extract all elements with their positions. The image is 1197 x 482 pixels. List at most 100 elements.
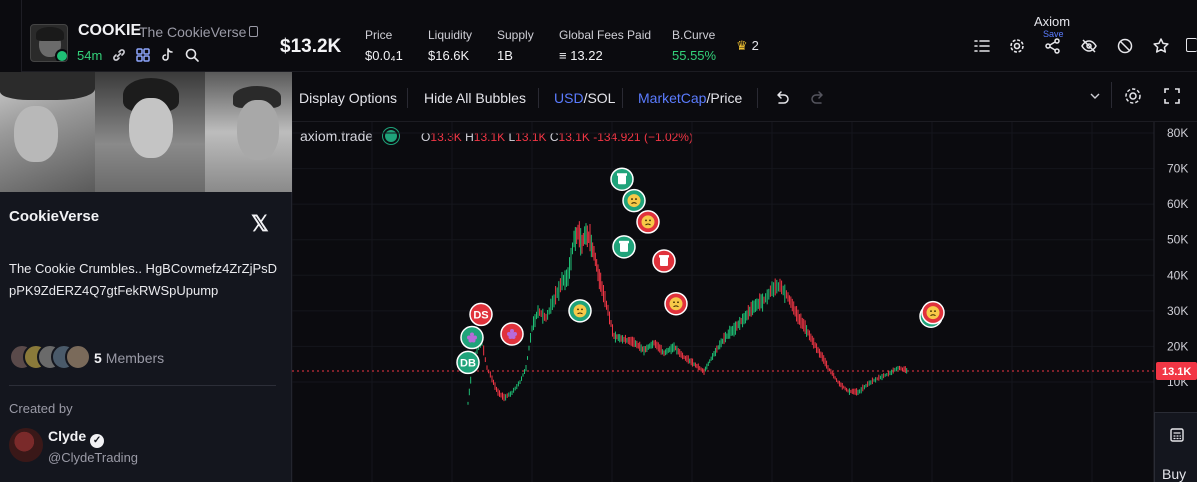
x-logo-icon[interactable]: 𝕏 [251, 211, 269, 236]
banner-photo [0, 72, 95, 192]
creator-handle[interactable]: @ClydeTrading [48, 450, 139, 465]
emoji-mouth [577, 312, 583, 315]
crown-count[interactable]: ♛ 2 [736, 38, 759, 54]
eye-off-icon[interactable] [1080, 37, 1098, 55]
y-tick-label: 20K [1167, 339, 1188, 353]
banner-photo [95, 72, 205, 192]
share-icon[interactable] [1044, 37, 1062, 55]
price-option[interactable]: /Price [706, 90, 743, 106]
redo-icon[interactable] [809, 89, 827, 107]
members-count: 5 [94, 350, 102, 366]
star-icon[interactable] [1152, 37, 1170, 55]
trade-bubble-label: DB [460, 357, 476, 369]
emoji-eye [577, 308, 579, 311]
emoji-face-icon [573, 304, 587, 318]
cup-lid [619, 240, 629, 244]
ohlc-label: C [549, 130, 559, 144]
grape-icon [470, 332, 474, 337]
hide-bubbles-button[interactable]: Hide All Bubbles [424, 90, 526, 106]
grape-icon [470, 335, 474, 340]
grape-icon [511, 334, 516, 339]
cup-lid [617, 173, 627, 176]
emoji-eye [930, 310, 932, 313]
trade-bubble-label: DS [473, 309, 488, 321]
emoji-face-icon [627, 194, 641, 208]
calculator-icon[interactable] [1169, 427, 1185, 443]
emoji-eye [649, 219, 651, 222]
cup-icon [618, 175, 626, 185]
copy-icon[interactable] [249, 26, 258, 37]
toolbar-separator [757, 88, 758, 108]
cup-lid [659, 255, 669, 258]
y-tick-label: 40K [1167, 268, 1188, 282]
grape-icon [473, 335, 477, 340]
currency-toggle[interactable]: USD/SOL [554, 90, 615, 106]
grape-icon [510, 331, 514, 336]
token-avatar-hair [36, 27, 64, 41]
members-label: Members [105, 350, 165, 366]
sol-option[interactable]: /SOL [583, 90, 616, 106]
list-settings-icon[interactable] [973, 37, 991, 55]
current-price-tag [1156, 361, 1197, 380]
creator-name-text: Clyde [48, 428, 87, 444]
y-tick-label: 70K [1167, 162, 1188, 176]
buy-tab[interactable]: Buy [1162, 466, 1187, 482]
link-icon[interactable] [111, 47, 127, 63]
chart-source: axiom.trade [300, 128, 374, 144]
creator-name[interactable]: Clyde ✓ [48, 428, 105, 448]
token-avatar[interactable] [30, 24, 68, 62]
emoji-mouth [930, 314, 936, 317]
y-tick-label: 60K [1167, 197, 1188, 211]
community-title: CookieVerse [9, 208, 100, 225]
stat-label: Supply [497, 28, 534, 42]
alert-off-icon[interactable] [1116, 37, 1134, 55]
search-icon[interactable] [184, 47, 200, 63]
top-header: COOKIE The CookieVerse 54m $13.2K Price … [0, 0, 1197, 72]
layout-save[interactable]: Save [1043, 29, 1064, 39]
emoji-eye [673, 301, 675, 304]
display-options-button[interactable]: Display Options [299, 90, 398, 106]
emoji-face-icon [926, 306, 940, 320]
community-icon[interactable] [135, 47, 151, 63]
left-strip [0, 0, 22, 72]
emoji-eye [631, 198, 633, 200]
token-name[interactable]: The CookieVerse [139, 24, 247, 40]
emoji-eye [934, 310, 936, 313]
y-tick-label: 30K [1167, 304, 1188, 318]
marketcap-option[interactable]: MarketCap [638, 90, 707, 106]
token-status-badge [55, 49, 67, 61]
toolbar-separator [622, 88, 623, 108]
created-by-label: Created by [9, 401, 73, 416]
tiktok-icon[interactable] [159, 47, 175, 63]
cup-icon [660, 257, 668, 267]
layout-name[interactable]: Axiom [1034, 14, 1071, 29]
chart-settings-icon[interactable] [1123, 86, 1143, 106]
price-chart[interactable]: axiom.trade O13.3K H13.1K L13.1K C13.1K … [292, 122, 1197, 482]
fullscreen-icon[interactable] [1163, 87, 1181, 105]
trade-bubble [469, 302, 493, 327]
metric-toggle[interactable]: MarketCap/Price [638, 90, 742, 106]
ohlc-label: H [465, 130, 474, 144]
gear-icon[interactable] [1008, 37, 1026, 55]
emoji-eye [581, 308, 583, 311]
trade-bubble [456, 350, 480, 375]
stat-supply: Supply 1B [497, 28, 534, 63]
members-count-label: 5 Members [94, 350, 164, 366]
stat-value: 1B [497, 48, 513, 63]
stat-value: ≡ 13.22 [559, 48, 603, 63]
undo-icon[interactable] [773, 89, 791, 107]
chevron-down-icon[interactable] [1089, 91, 1101, 101]
creator-avatar[interactable] [9, 428, 43, 462]
stat-price: Price $0.0₄1 [365, 28, 403, 63]
current-price-label: 13.1K [1162, 366, 1191, 378]
panel-toggle-icon[interactable] [1186, 38, 1197, 52]
token-ticker: COOKIE [78, 22, 142, 39]
toolbar-separator [538, 88, 539, 108]
market-cap: $13.2K [280, 36, 342, 57]
divider [9, 385, 276, 386]
grape-icon [468, 338, 473, 343]
usd-option[interactable]: USD [554, 90, 584, 106]
member-avatar [65, 344, 91, 370]
grape-icon [513, 331, 517, 336]
